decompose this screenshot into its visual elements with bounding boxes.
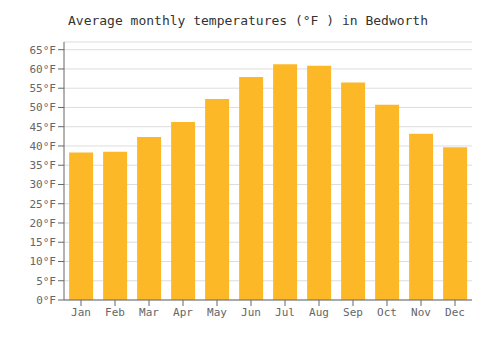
svg-text:Dec: Dec [445, 306, 465, 319]
svg-text:Oct: Oct [377, 306, 397, 319]
svg-text:60°F: 60°F [30, 63, 57, 76]
svg-text:Jan: Jan [71, 306, 91, 319]
svg-text:40°F: 40°F [30, 140, 57, 153]
html-text:Average monthly temperatures (: Average monthly temperatures (°F ) in Be… [68, 13, 428, 28]
svg-text:Apr: Apr [173, 306, 193, 319]
svg-text:55°F: 55°F [30, 82, 57, 95]
svg-text:30°F: 30°F [30, 178, 57, 191]
svg-text:Feb: Feb [105, 306, 125, 319]
svg-text:Aug: Aug [309, 306, 329, 319]
svg-text:10°F: 10°F [30, 255, 57, 268]
svg-text:Sep: Sep [343, 306, 363, 319]
svg-text:15°F: 15°F [30, 236, 57, 249]
svg-text:Jul: Jul [275, 306, 295, 319]
svg-text:Mar: Mar [139, 306, 159, 319]
svg-text:Nov: Nov [411, 306, 431, 319]
svg-text:35°F: 35°F [30, 159, 57, 172]
svg-text:50°F: 50°F [30, 101, 57, 114]
svg-text:0°F: 0°F [36, 294, 56, 307]
svg-text:20°F: 20°F [30, 217, 57, 230]
svg-text:65°F: 65°F [30, 44, 57, 57]
svg-text:25°F: 25°F [30, 198, 57, 211]
svg-text:45°F: 45°F [30, 121, 57, 134]
svg-text:Jun: Jun [241, 306, 261, 319]
svg-text:5°F: 5°F [36, 275, 56, 288]
svg-text:May: May [207, 306, 227, 319]
